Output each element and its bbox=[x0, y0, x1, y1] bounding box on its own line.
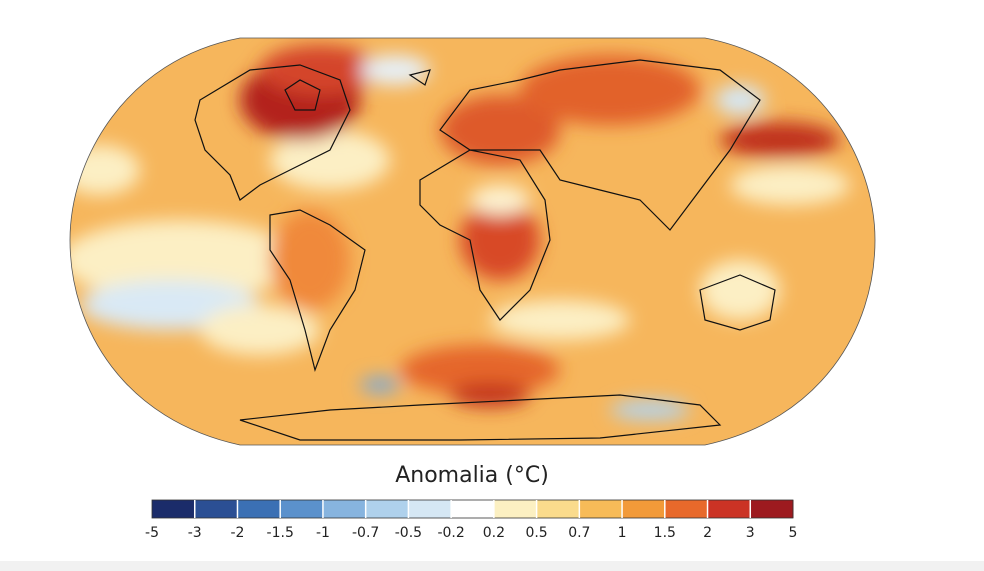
colorbar-bin bbox=[622, 500, 666, 518]
colorbar-bin bbox=[322, 500, 367, 518]
tick-label: 1 bbox=[618, 525, 627, 541]
map bbox=[69, 37, 876, 446]
colorbar-bin bbox=[664, 500, 709, 518]
colorbar-bin bbox=[237, 500, 281, 518]
anomaly-field bbox=[70, 45, 850, 420]
tick-label: 2 bbox=[703, 525, 712, 541]
tick-label: -0.7 bbox=[352, 525, 379, 541]
tick-label: -0.2 bbox=[437, 525, 464, 541]
tick-label: -1 bbox=[316, 525, 330, 541]
tick-label: -1.5 bbox=[267, 525, 294, 541]
tick-label: 0.2 bbox=[483, 525, 505, 541]
tick-label: -3 bbox=[188, 525, 202, 541]
colorbar-bin bbox=[152, 500, 196, 518]
colorbar-bin bbox=[707, 500, 751, 518]
colorbar-bin bbox=[750, 500, 794, 518]
tick-label: -2 bbox=[230, 525, 244, 541]
coastlines bbox=[194, 59, 776, 441]
colorbar: -5 -3 -2 -1.5 -1 -0.7 -0.5 -0.2 0.2 0.5 0.7 1 1.5 2 3 5 bbox=[145, 499, 798, 541]
tick-label: 3 bbox=[746, 525, 755, 541]
tick-label: 0.5 bbox=[525, 525, 547, 541]
legend-title: Anomalia (°C) bbox=[395, 463, 549, 488]
colorbar-bin bbox=[194, 500, 238, 518]
colorbar-bin bbox=[365, 500, 409, 518]
tick-label: 0.7 bbox=[568, 525, 590, 541]
colorbar-frame bbox=[151, 499, 794, 519]
colorbar-bin bbox=[280, 500, 324, 518]
colorbar-bin bbox=[579, 500, 623, 518]
bottom-strip bbox=[0, 561, 984, 571]
colorbar-bin bbox=[493, 500, 538, 518]
colorbar-bin bbox=[408, 500, 452, 518]
colorbar-bin bbox=[536, 500, 580, 518]
tick-label: 5 bbox=[789, 525, 798, 541]
tick-label: -0.5 bbox=[395, 525, 422, 541]
colorbar-bin bbox=[451, 500, 495, 518]
tick-label: -5 bbox=[145, 525, 159, 541]
tick-label: 1.5 bbox=[654, 525, 676, 541]
map-border bbox=[69, 37, 876, 446]
